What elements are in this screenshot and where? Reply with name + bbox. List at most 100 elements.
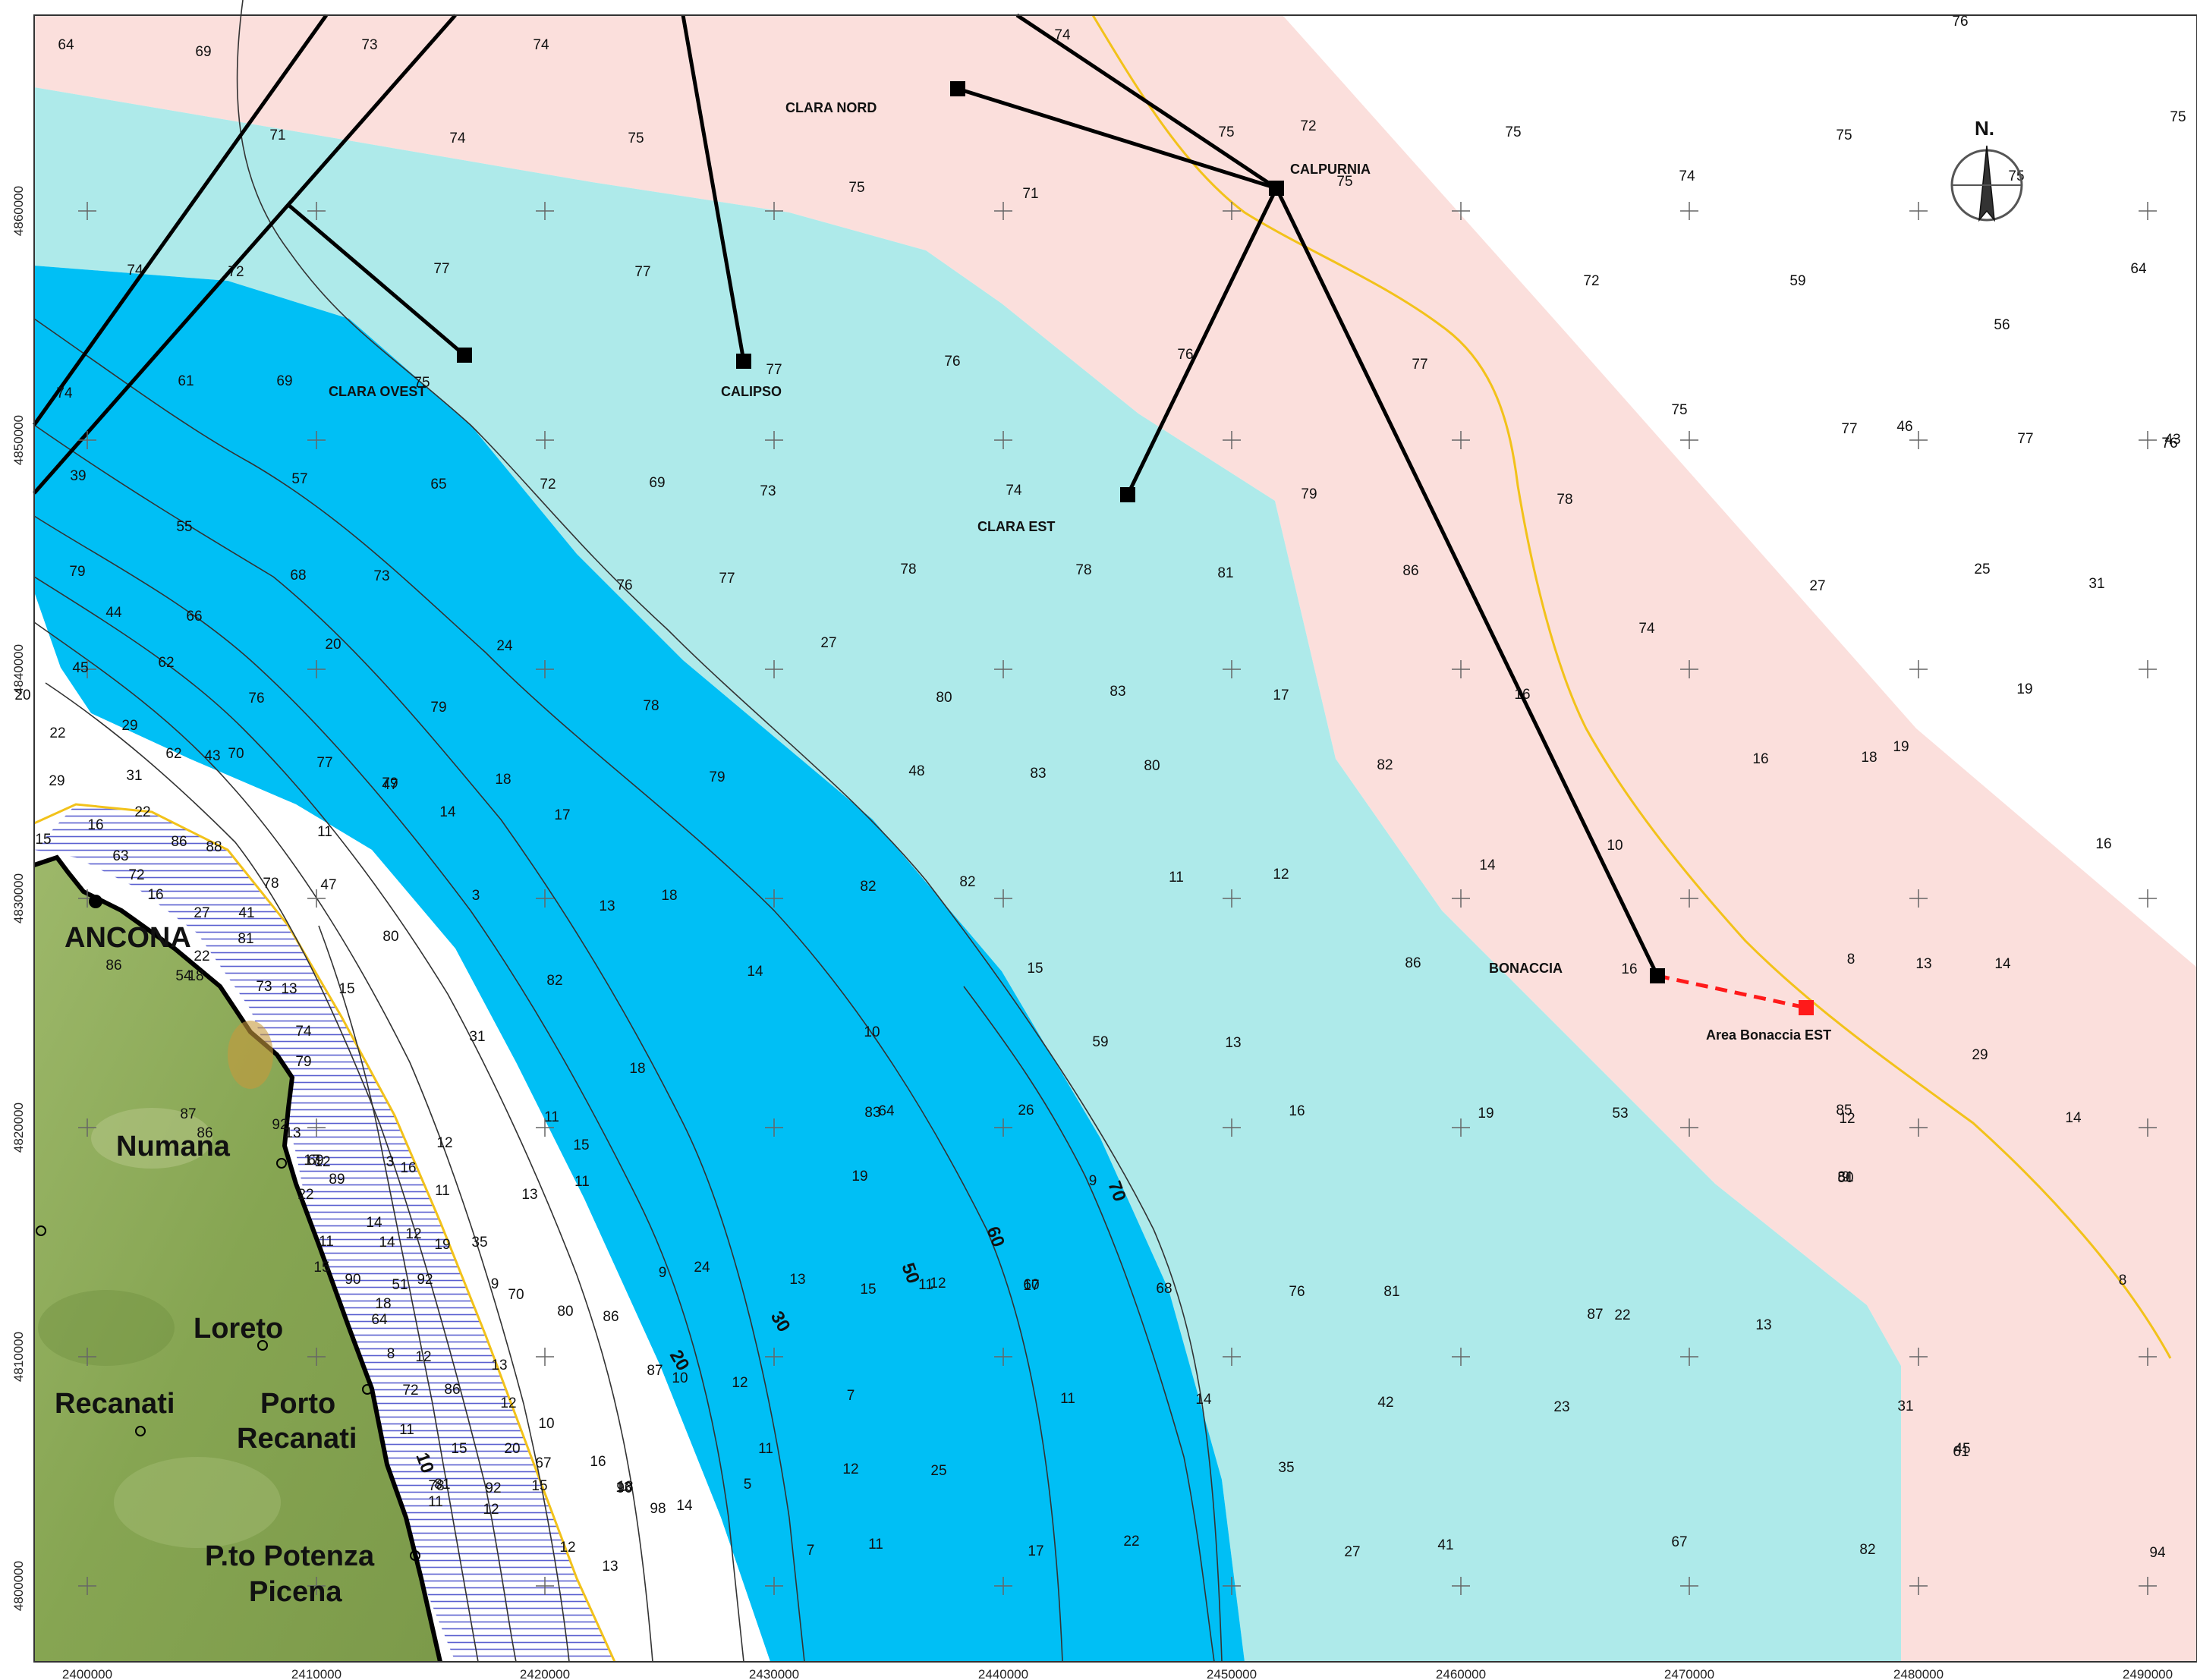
town-marker-icon [135,1426,146,1436]
depth-sounding: 15 [451,1441,467,1457]
depth-sounding: 83 [1030,766,1046,782]
platform-label: CALPURNIA [1290,162,1371,177]
depth-sounding: 82 [1859,1542,1875,1558]
depth-sounding: 12 [930,1276,946,1291]
depth-sounding: 64 [371,1312,388,1328]
depth-sounding: 74 [56,385,73,401]
depth-sounding: 16 [1289,1103,1305,1119]
town-marker-icon [276,1158,287,1169]
depth-sounding: 51 [392,1277,408,1293]
platform-calpurnia-marker[interactable] [1269,181,1284,196]
north-arrow: N. [1950,117,2023,222]
x-tick-label: 2470000 [1664,1667,1714,1680]
depth-sounding: 78 [263,876,279,892]
platform-clara-ovest-marker[interactable] [457,348,472,363]
depth-sounding: 92 [272,1117,288,1133]
depth-sounding: 81 [1217,565,1233,581]
depth-sounding: 27 [1809,578,1825,594]
depth-sounding: 14 [366,1215,382,1231]
depth-sounding: 79 [430,700,446,716]
city-label-porto: Porto [260,1388,335,1420]
depth-sounding: 9 [491,1276,499,1292]
depth-sounding: 79 [1301,486,1317,502]
nearshore-hatched-zone [34,804,615,1662]
depth-sounding: 27 [1344,1544,1360,1560]
depth-sounding: 83 [1110,684,1125,700]
depth-sounding: 17 [1023,1278,1039,1294]
depth-sounding: 59 [1789,273,1805,289]
depth-sounding: 22 [1614,1307,1630,1323]
platform-bonaccia-marker[interactable] [1650,968,1665,983]
depth-sounding: 70 [228,746,244,762]
depth-sounding: 92 [485,1480,501,1496]
x-axis: 2400000 2410000 2420000 2430000 2440000 … [62,1667,2173,1680]
depth-sounding: 80 [382,929,398,945]
x-tick-label: 2400000 [62,1667,112,1680]
depth-sounding: 74 [449,131,466,146]
pink-zone [34,15,2197,1662]
x-tick-label: 2450000 [1207,1667,1257,1680]
depth-sounding: 80 [936,690,952,706]
depth-sounding: 31 [2088,576,2104,592]
city-label-porto-recanati: Recanati [237,1423,357,1455]
depth-sounding: 90 [616,1480,632,1496]
depth-sounding: 79 [295,1054,311,1070]
depth-sounding: 14 [439,804,456,820]
y-tick-label: 4810000 [11,1332,26,1382]
depth-sounding: 24 [694,1260,710,1276]
depth-sounding: 46 [1896,419,1912,435]
depth-sounding: 14 [1994,956,2011,972]
depth-sounding: 27 [194,905,209,921]
depth-sounding: 83 [864,1105,880,1121]
depth-sounding: 78 [1075,562,1091,578]
depth-sounding: 77 [634,264,650,280]
depth-sounding: 16 [87,817,103,833]
depth-sounding: 20 [325,637,341,653]
depth-sounding: 64 [58,37,74,53]
depth-sounding: 41 [1437,1537,1453,1553]
depth-sounding: 75 [628,131,644,146]
depth-sounding: 63 [112,848,128,864]
depth-sounding: 57 [291,471,307,487]
platform-links [32,13,1660,977]
depth-sounding: 17 [304,1153,319,1169]
depth-sounding: 73 [373,568,389,584]
depth-sounding: 98 [650,1501,666,1517]
depth-sounding: 79 [69,564,85,580]
depth-sounding: 16 [1752,751,1768,767]
city-label-ancona: ANCONA [65,922,191,954]
city-label-numana: Numana [116,1131,231,1162]
depth-sounding: 22 [134,804,150,820]
depth-sounding: 17 [1028,1543,1043,1559]
depth-sounding: 19 [2016,681,2032,697]
depth-sounding: 11 [868,1537,883,1553]
platform-calipso-marker[interactable] [736,354,751,369]
depth-sounding: 74 [1638,621,1655,637]
compass-needle-icon [1978,145,1995,222]
depth-sounding: 24 [496,638,513,654]
depth-sounding: 64 [2130,261,2147,277]
depth-sounding: 75 [2170,109,2186,125]
pipeline-route [1091,14,2172,1359]
depth-sounding: 14 [379,1235,395,1251]
platform-bonaccia-est-marker[interactable] [1799,1000,1814,1015]
depth-sounding: 86 [444,1382,460,1398]
depth-sounding: 13 [1915,956,1931,972]
depth-sounding: 12 [1273,867,1289,882]
depth-sounding: 67 [535,1455,551,1471]
depth-sounding: 18 [617,1479,633,1495]
depth-sounding: 22 [1123,1534,1139,1549]
depth-sounding: 43 [204,748,220,764]
platform-clara-nord-marker[interactable] [950,81,965,96]
depth-sounding: 16 [400,1160,416,1176]
platform-clara-est-marker[interactable] [1120,487,1135,502]
y-axis: 4860000 4850000 4840000 4830000 4820000 … [11,186,26,1611]
depth-sounding: 55 [176,519,192,535]
depth-sounding: 12 [559,1540,575,1556]
coastal-white-zone [34,668,770,1662]
depth-sounding: 74 [295,1024,312,1040]
depth-sounding: 81 [238,931,253,947]
depth-sounding: 11 [319,1234,334,1250]
depth-sounding: 92 [417,1272,433,1288]
